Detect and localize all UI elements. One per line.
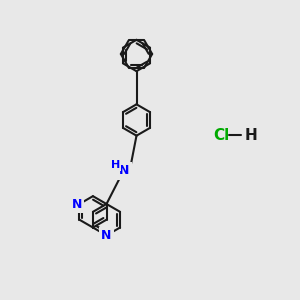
Text: N: N (72, 197, 82, 211)
Text: Cl: Cl (213, 128, 229, 142)
Text: N: N (101, 229, 112, 242)
Text: H: H (244, 128, 257, 142)
Text: N: N (119, 164, 130, 178)
Text: H: H (111, 160, 120, 170)
